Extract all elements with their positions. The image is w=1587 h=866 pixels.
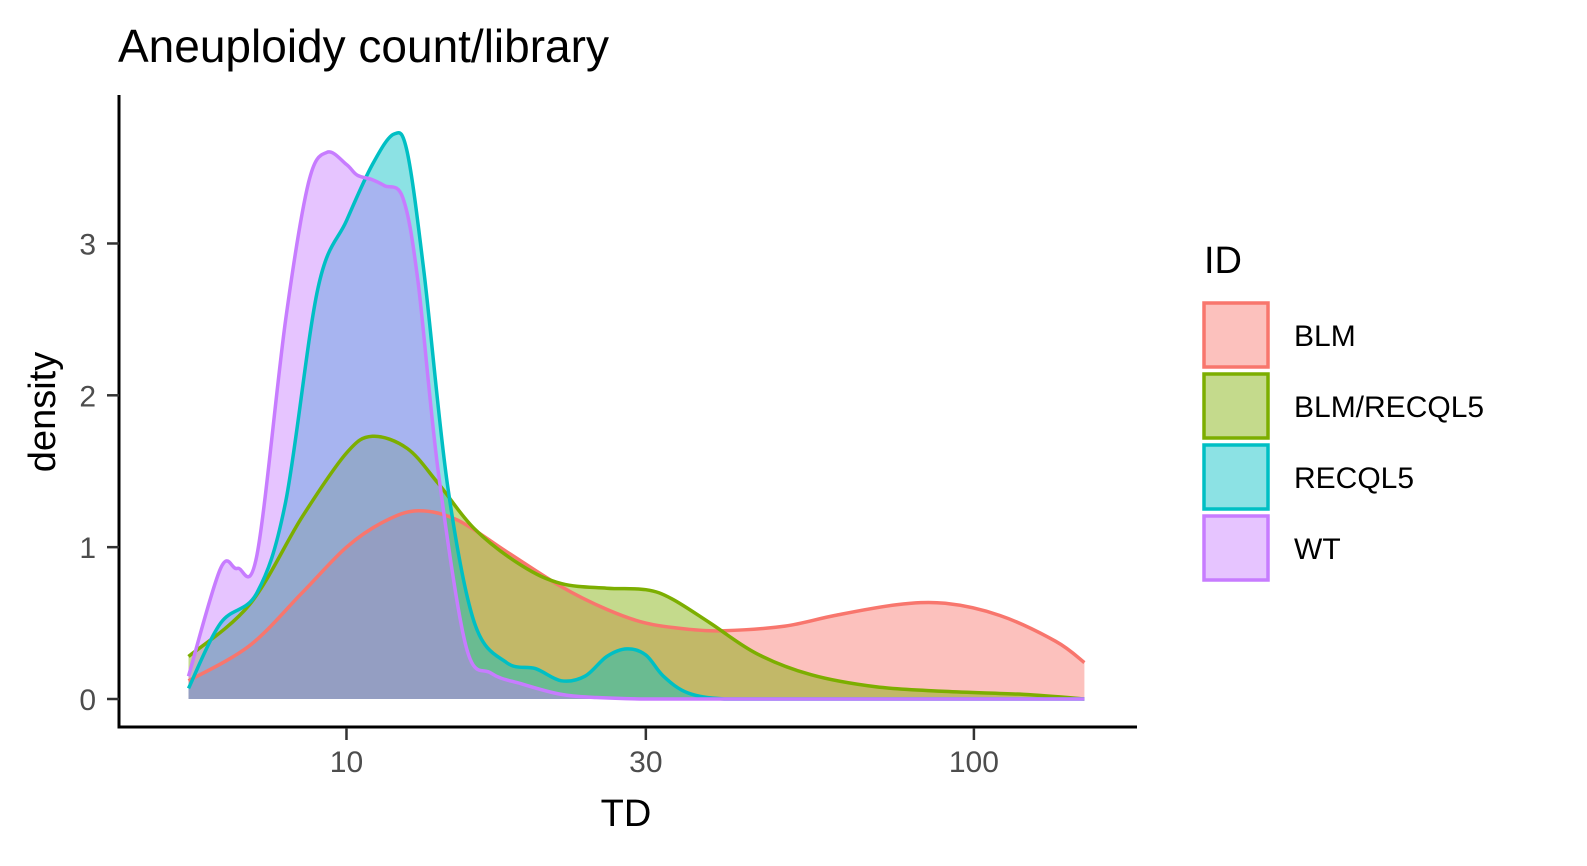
- area-blm: [188, 510, 1085, 699]
- area-recql5: [188, 132, 1085, 699]
- x-tick-label: 10: [330, 746, 363, 779]
- area-wt: [188, 151, 1085, 700]
- y-axis-ticks: 0 1 2 3: [79, 228, 119, 717]
- legend-swatch-blm: [1202, 301, 1270, 369]
- y-axis-title: density: [22, 352, 64, 472]
- density-areas: [186, 131, 1086, 701]
- legend-items: BLM BLM/RECQL5 RECQL5 WT: [1202, 301, 1484, 582]
- x-tick-label: 100: [949, 746, 999, 779]
- y-tick-label: 1: [79, 532, 96, 565]
- legend-label-blm-recql5: BLM/RECQL5: [1294, 391, 1484, 424]
- x-axis-title: TD: [601, 793, 652, 835]
- density-line-blm-recql5: [187, 434, 1085, 701]
- x-tick-label: 30: [629, 746, 662, 779]
- legend-label-recql5: RECQL5: [1294, 462, 1414, 495]
- legend: ID BLM BLM/RECQL5 RECQL5 WT: [1202, 240, 1484, 582]
- y-tick-label: 2: [79, 380, 96, 413]
- x-axis-ticks: 10 30 100: [330, 728, 999, 779]
- y-tick-label: 3: [79, 228, 96, 261]
- legend-swatch-recql5: [1202, 443, 1270, 511]
- legend-label-blm: BLM: [1294, 320, 1356, 353]
- area-blm-recql5: [188, 436, 1085, 699]
- legend-swatch-wt: [1202, 514, 1270, 582]
- legend-title: ID: [1204, 240, 1242, 282]
- legend-label-wt: WT: [1294, 533, 1341, 566]
- y-tick-label: 0: [79, 684, 96, 717]
- density-line-wt: [186, 150, 1085, 701]
- density-line-recql5: [186, 131, 1085, 701]
- density-line-blm: [187, 508, 1086, 683]
- chart-title: Aneuploidy count/library: [118, 20, 609, 72]
- legend-swatch-blm-recql5: [1202, 372, 1270, 440]
